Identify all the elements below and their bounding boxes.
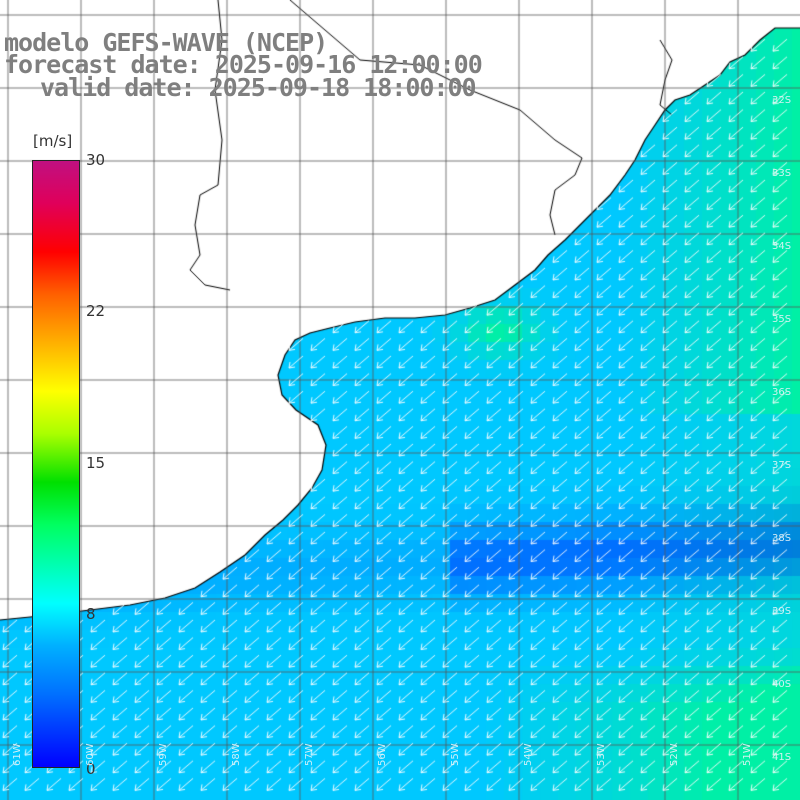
latitude-label: 41S: [772, 752, 792, 763]
legend-tick: 22: [86, 302, 106, 320]
latitude-label: 33S: [772, 168, 792, 179]
longitude-label: 59W: [158, 743, 169, 766]
longitude-label: 54W: [523, 743, 534, 766]
color-scale-bar: [32, 160, 80, 768]
legend-tick: 0: [86, 760, 96, 778]
longitude-label: 56W: [377, 743, 388, 766]
latitude-label: 35S: [772, 314, 792, 325]
legend-units: [m/s]: [33, 132, 73, 150]
longitude-label: 53W: [596, 743, 607, 766]
latitude-label: 39S: [772, 606, 792, 617]
longitude-label: 57W: [304, 743, 315, 766]
legend-tick: 8: [86, 605, 96, 623]
forecast-date: forecast date: 2025-09-16 12:00:00: [4, 50, 483, 79]
latitude-label: 40S: [772, 679, 792, 690]
latitude-label: 36S: [772, 387, 792, 398]
latitude-label: 32S: [772, 95, 792, 106]
longitude-label: 58W: [231, 743, 242, 766]
latitude-label: 34S: [772, 241, 792, 252]
latitude-label: 37S: [772, 460, 792, 471]
model-title: modelo GEFS-WAVE (NCEP): [4, 28, 328, 57]
longitude-label: 55W: [450, 743, 461, 766]
longitude-label: 61W: [12, 743, 23, 766]
valid-date: valid date: 2025-09-18 18:00:00: [40, 73, 477, 102]
latitude-label: 38S: [772, 533, 792, 544]
longitude-label: 52W: [669, 743, 680, 766]
legend-tick: 30: [86, 151, 106, 169]
legend-tick: 15: [86, 454, 106, 472]
longitude-label: 60W: [85, 743, 96, 766]
longitude-label: 51W: [742, 743, 753, 766]
